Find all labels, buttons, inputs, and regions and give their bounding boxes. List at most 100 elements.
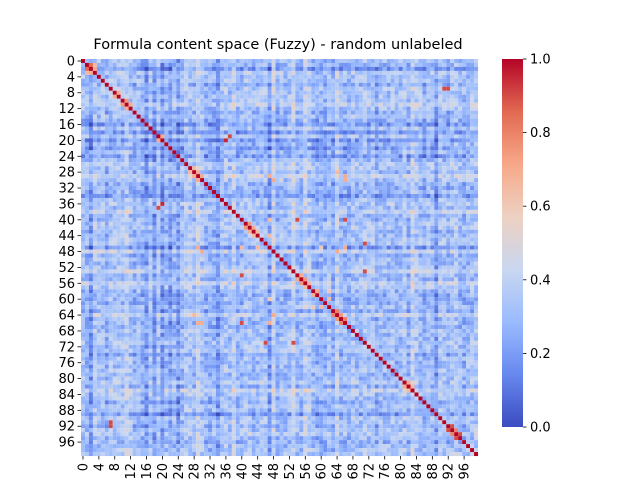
heatmap-cell: [462, 110, 467, 115]
heatmap-cell: [108, 66, 113, 71]
heatmap-cell: [335, 233, 340, 238]
heatmap-cell: [434, 90, 439, 95]
heatmap-cell: [263, 205, 268, 210]
heatmap-cell: [362, 217, 367, 222]
heatmap-cell: [362, 130, 367, 135]
heatmap-cell: [212, 154, 217, 159]
heatmap-cell: [239, 170, 244, 175]
heatmap-cell: [208, 166, 213, 171]
heatmap-cell: [299, 217, 304, 222]
heatmap-cell: [132, 249, 137, 254]
heatmap-cell: [406, 90, 411, 95]
heatmap-cell: [295, 221, 300, 226]
heatmap-cell: [148, 197, 153, 202]
heatmap-cell: [466, 146, 471, 151]
heatmap-cell: [84, 197, 89, 202]
heatmap-cell: [176, 241, 181, 246]
heatmap-cell: [406, 130, 411, 135]
heatmap-cell: [354, 59, 359, 64]
heatmap-cell: [299, 82, 304, 87]
heatmap-cell: [96, 62, 101, 67]
heatmap-cell: [283, 62, 288, 67]
heatmap-cell: [227, 166, 232, 171]
heatmap-cell: [212, 209, 217, 214]
heatmap-cell: [450, 213, 455, 218]
heatmap-cell: [358, 233, 363, 238]
heatmap-cell: [223, 150, 228, 155]
heatmap-cell: [92, 201, 97, 206]
heatmap-cell: [116, 205, 121, 210]
heatmap-cell: [299, 90, 304, 95]
heatmap-cell: [343, 201, 348, 206]
heatmap-cell: [267, 158, 272, 163]
heatmap-cell: [239, 154, 244, 159]
heatmap-cell: [402, 130, 407, 135]
heatmap-cell: [303, 122, 308, 127]
heatmap-cell: [470, 110, 475, 115]
heatmap-cell: [426, 154, 431, 159]
heatmap-cell: [100, 197, 105, 202]
heatmap-cell: [291, 78, 296, 83]
heatmap-cell: [331, 241, 336, 246]
heatmap-cell: [446, 118, 451, 123]
heatmap-cell: [335, 174, 340, 179]
heatmap-cell: [307, 138, 312, 143]
heatmap-cell: [152, 217, 157, 222]
heatmap-cell: [291, 178, 296, 183]
heatmap-cell: [108, 225, 113, 230]
heatmap-cell: [426, 182, 431, 187]
heatmap-cell: [180, 162, 185, 167]
heatmap-cell: [168, 190, 173, 195]
heatmap-cell: [319, 59, 324, 64]
heatmap-cell: [350, 150, 355, 155]
heatmap-cell: [327, 82, 332, 87]
heatmap-cell: [422, 59, 427, 64]
heatmap-cell: [295, 225, 300, 230]
heatmap-cell: [315, 178, 320, 183]
heatmap-cell: [204, 102, 209, 107]
heatmap-cell: [362, 174, 367, 179]
heatmap-cell: [231, 225, 236, 230]
heatmap-cell: [315, 249, 320, 254]
heatmap-cell: [458, 166, 463, 171]
heatmap-cell: [160, 118, 165, 123]
heatmap-cell: [215, 110, 220, 115]
heatmap-cell: [335, 126, 340, 131]
heatmap-cell: [180, 201, 185, 206]
heatmap-cell: [291, 233, 296, 238]
heatmap-cell: [136, 138, 141, 143]
heatmap-cell: [422, 94, 427, 99]
heatmap-cell: [152, 66, 157, 71]
heatmap-cell: [243, 162, 248, 167]
heatmap-cell: [291, 162, 296, 167]
heatmap-cell: [104, 233, 109, 238]
heatmap-cell: [382, 213, 387, 218]
heatmap-cell: [108, 233, 113, 238]
heatmap-cell: [96, 197, 101, 202]
heatmap-cell: [406, 114, 411, 119]
heatmap-cell: [160, 201, 165, 206]
heatmap-cell: [426, 62, 431, 67]
heatmap-cell: [239, 241, 244, 246]
heatmap-cell: [454, 114, 459, 119]
heatmap-cell: [299, 62, 304, 67]
heatmap-cell: [295, 166, 300, 171]
heatmap-cell: [108, 130, 113, 135]
heatmap-cell: [251, 201, 256, 206]
heatmap-cell: [398, 154, 403, 159]
heatmap-cell: [215, 142, 220, 147]
heatmap-cell: [128, 86, 133, 91]
heatmap-cell: [156, 122, 161, 127]
heatmap-cell: [108, 94, 113, 99]
heatmap-cell: [140, 62, 145, 67]
heatmap-cell: [279, 241, 284, 246]
heatmap-cell: [374, 98, 379, 103]
heatmap-cell: [327, 225, 332, 230]
heatmap-cell: [223, 225, 228, 230]
heatmap-cell: [100, 134, 105, 139]
heatmap-cell: [398, 138, 403, 143]
heatmap-cell: [104, 66, 109, 71]
heatmap-cell: [112, 237, 117, 242]
heatmap-cell: [160, 82, 165, 87]
heatmap-cell: [442, 190, 447, 195]
